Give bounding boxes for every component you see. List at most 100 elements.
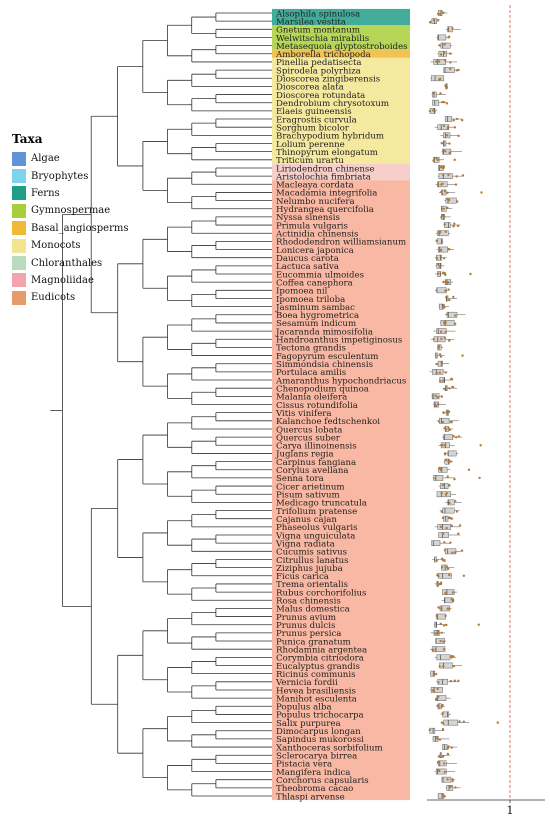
data-point [448, 501, 451, 505]
species-label: Eucommia ulmoides [276, 270, 364, 280]
species-label: Dimocarpus longan [276, 727, 361, 737]
data-point [442, 722, 445, 725]
data-point [431, 109, 435, 112]
data-point [444, 289, 447, 292]
data-point [446, 411, 449, 414]
species-label: Lonicera japonica [276, 246, 354, 256]
data-point [435, 257, 439, 260]
species-label: Vigna unguiculata [275, 531, 355, 541]
data-point [441, 516, 445, 520]
data-point [442, 124, 446, 128]
species-label: Alsophila spinulosa [275, 9, 360, 19]
data-point [438, 371, 442, 374]
species-label: Tectona grandis [276, 344, 346, 354]
outlier-point [462, 574, 466, 577]
data-point [443, 189, 447, 193]
data-point [441, 755, 445, 758]
box-iqr [439, 417, 450, 424]
box-iqr [438, 50, 447, 57]
data-point [455, 69, 458, 72]
species-label: Ziziphus jujuba [276, 564, 343, 574]
species-label: Simmondsia chinensis [276, 360, 373, 370]
outlier-point [469, 272, 472, 276]
data-point [436, 395, 439, 399]
clade-band [272, 49, 410, 58]
data-point [428, 109, 432, 113]
data-point [448, 248, 451, 251]
data-point [446, 134, 449, 137]
legend-label: Basal_angiosperms [31, 222, 129, 234]
species-label: Populus alba [276, 703, 332, 713]
legend-label: Gymnospermae [31, 205, 111, 217]
species-label: Amborella trichopoda [275, 50, 371, 60]
legend-item: Bryophytes [12, 167, 132, 184]
data-point [436, 583, 440, 587]
data-point [442, 215, 446, 218]
data-point [449, 679, 453, 683]
species-label: Ricinus communis [276, 670, 356, 680]
legend-item: Basal_angiosperms [12, 220, 132, 237]
data-point [451, 385, 455, 389]
box-iqr [431, 540, 441, 547]
species-label: Aristolochia fimbriata [275, 172, 371, 182]
data-point [443, 443, 447, 447]
data-point [436, 158, 440, 162]
species-label: Rhododendron williamsianum [276, 238, 406, 248]
species-label: Sesamum indicum [276, 319, 356, 329]
data-point [443, 795, 446, 798]
box-iqr [436, 654, 451, 661]
data-point [441, 182, 444, 185]
data-point [442, 647, 446, 651]
data-point [438, 379, 442, 383]
box-iqr [440, 320, 455, 326]
data-point [435, 157, 438, 160]
box-iqr [433, 475, 444, 481]
data-point [449, 67, 452, 71]
data-point [436, 760, 440, 764]
data-point [439, 525, 442, 529]
species-label: Rubus corchorifolius [276, 588, 366, 598]
box-iqr [438, 173, 453, 179]
clade-band [272, 57, 410, 164]
species-label: Carpinus fangiana [276, 458, 356, 468]
data-point [441, 703, 444, 707]
legend-label: Magnoliidae [31, 274, 94, 286]
data-point [443, 762, 446, 765]
outlier-point [453, 158, 456, 162]
data-point [443, 541, 446, 544]
data-point [438, 232, 441, 235]
species-label: Coffea canephora [276, 278, 353, 288]
data-point [448, 151, 452, 155]
data-point [460, 549, 464, 552]
data-point [443, 770, 446, 774]
legend-swatch [12, 256, 26, 271]
data-point [443, 452, 447, 455]
data-point [443, 43, 446, 46]
data-point [449, 61, 452, 64]
species-label: Sorghum bicolor [276, 123, 350, 133]
box-iqr [436, 695, 447, 701]
data-point [437, 60, 441, 63]
species-label: Daucus carota [276, 254, 339, 264]
data-point [439, 582, 443, 586]
species-label: Welwitschia mirabilis [276, 34, 369, 44]
legend-label: Monocots [31, 240, 81, 252]
species-label: Hydrangea quercifolia [276, 205, 374, 215]
data-point [455, 200, 459, 203]
data-point [440, 444, 443, 447]
data-point [436, 736, 439, 739]
species-label: Lactuca sativa [276, 262, 339, 272]
data-point [450, 656, 453, 659]
legend-label: Algae [31, 153, 60, 165]
data-point [438, 665, 441, 668]
boxplots [428, 5, 511, 800]
data-point [437, 18, 440, 22]
data-point [436, 687, 439, 691]
species-label: Vernicia fordii [275, 678, 338, 688]
data-point [443, 306, 446, 309]
species-label: Liriodendron chinense [276, 164, 374, 174]
data-point [450, 377, 453, 381]
data-point [446, 313, 449, 316]
species-label: Sapindus mukorossi [276, 735, 364, 745]
